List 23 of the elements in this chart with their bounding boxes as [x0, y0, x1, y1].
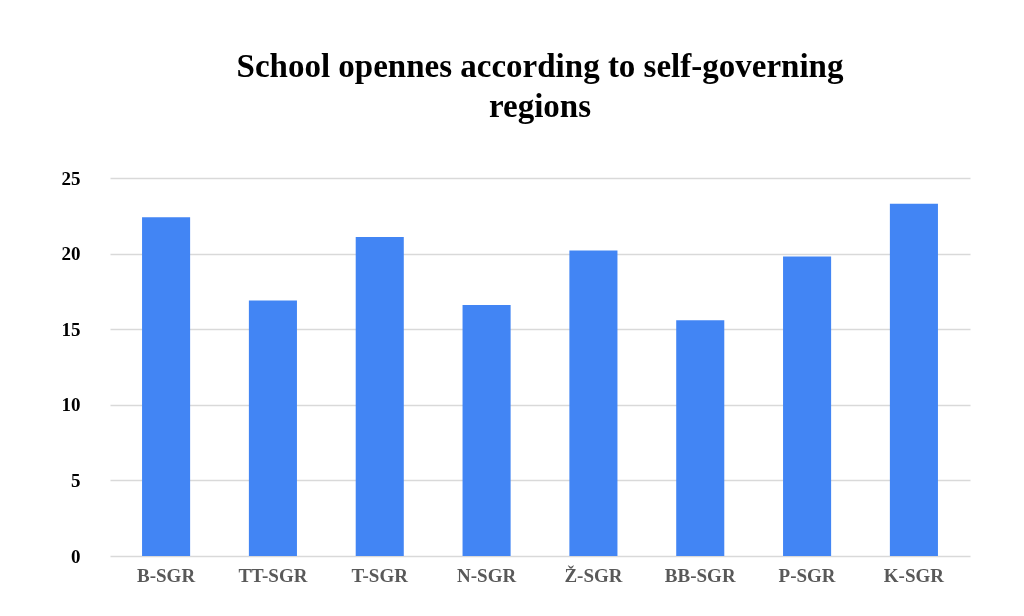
bar — [462, 305, 511, 556]
chart-title: School opennes according to self-governing regions — [236, 48, 844, 124]
y-tick-label: 15 — [61, 318, 81, 340]
bar — [783, 256, 832, 556]
x-tick-label: TT-SGR — [238, 564, 308, 586]
x-tick-label: T-SGR — [351, 564, 409, 586]
y-tick-label: 5 — [71, 469, 81, 491]
x-tick-label: P-SGR — [778, 564, 836, 586]
y-tick-label: 10 — [61, 394, 81, 416]
y-tick-label: 0 — [71, 545, 81, 567]
x-tick-label: BB-SGR — [664, 564, 736, 586]
x-tick-label: Ž-SGR — [564, 564, 623, 586]
y-tick-label: 25 — [61, 167, 81, 189]
bar — [676, 320, 725, 556]
x-tick-label: B-SGR — [137, 564, 196, 586]
bar — [569, 250, 618, 556]
y-tick-label: 20 — [61, 243, 81, 265]
bar — [889, 203, 938, 556]
bar — [248, 300, 297, 556]
bar — [142, 217, 191, 556]
bar — [355, 236, 404, 556]
x-tick-label: K-SGR — [883, 564, 945, 586]
x-tick-label: N-SGR — [457, 564, 517, 586]
